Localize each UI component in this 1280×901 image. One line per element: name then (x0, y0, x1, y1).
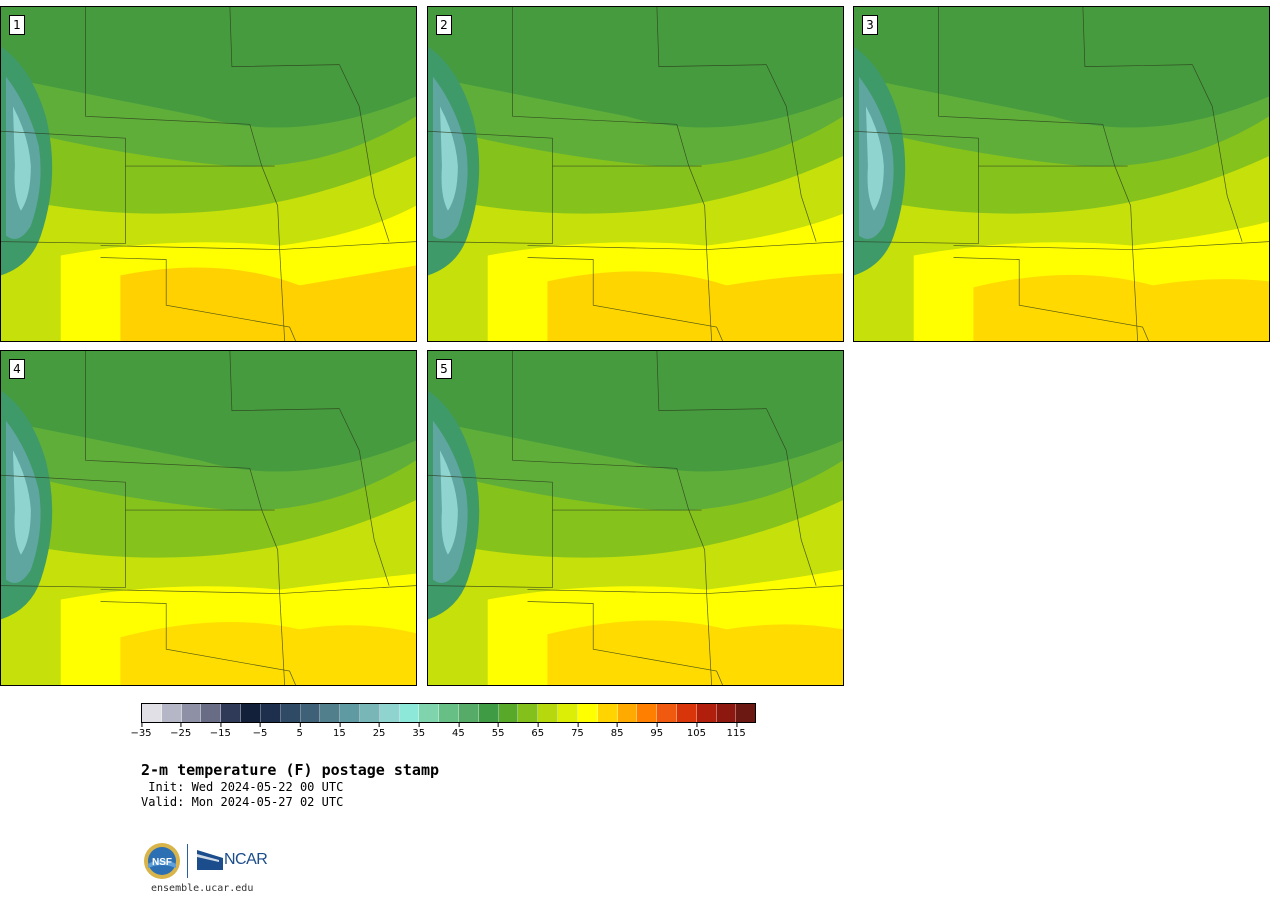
colorbar-swatch-8 (300, 704, 321, 722)
panel-label-2: 2 (436, 15, 452, 35)
colorbar-swatch-15 (439, 704, 459, 722)
colorbar-tick-11: 75 (571, 723, 584, 739)
temperature-map-4 (1, 351, 416, 685)
colorbar-tick-8: 45 (452, 723, 465, 739)
colorbar-swatch-7 (280, 704, 301, 722)
colorbar-ticks: −35 −25 −15 −5 5 15 25 35 45 55 65 75 85 95 105 115 (130, 723, 756, 743)
temperature-colorbar (141, 703, 756, 723)
colorbar-swatch-23 (597, 704, 618, 722)
panel-label-3: 3 (862, 15, 878, 35)
postage-stamp-panel-2: 2 (427, 6, 844, 342)
colorbar-swatch-1 (161, 704, 182, 722)
colorbar-swatch-26 (657, 704, 677, 722)
colorbar-swatch-28 (696, 704, 717, 722)
colorbar-swatch-4 (221, 704, 242, 722)
colorbar-tick-5: 15 (333, 723, 346, 739)
site-url: ensemble.ucar.edu (151, 883, 254, 894)
colorbar-swatch-10 (340, 704, 360, 722)
colorbar-swatch-16 (459, 704, 479, 722)
colorbar-swatch-27 (676, 704, 697, 722)
colorbar-swatch-24 (617, 704, 638, 722)
temperature-map-1 (1, 7, 416, 341)
panel-label-4: 4 (9, 359, 25, 379)
valid-time: Valid: Mon 2024-05-27 02 UTC (141, 795, 344, 809)
colorbar-swatch-22 (577, 704, 598, 722)
colorbar-swatch-6 (260, 704, 281, 722)
colorbar-tick-2: −15 (210, 723, 231, 739)
colorbar-tick-3: −5 (253, 723, 267, 739)
logo-divider (187, 844, 188, 878)
colorbar-swatch-19 (518, 704, 539, 722)
colorbar-tick-15: 115 (727, 723, 746, 739)
ncar-logo-icon (197, 850, 223, 870)
colorbar-swatch-18 (498, 704, 519, 722)
colorbar-tick-4: 5 (297, 723, 303, 739)
colorbar-swatch-29 (716, 704, 737, 722)
colorbar-swatch-21 (558, 704, 578, 722)
colorbar-swatch-20 (538, 704, 559, 722)
postage-stamp-panel-3: 3 (853, 6, 1270, 342)
postage-stamp-panel-4: 4 (0, 350, 417, 686)
colorbar-tick-9: 55 (492, 723, 504, 739)
colorbar-swatch-30 (736, 704, 756, 722)
init-time: Init: Wed 2024-05-22 00 UTC (141, 780, 344, 794)
colorbar-swatch-0 (142, 704, 162, 722)
colorbar-swatch-9 (320, 704, 341, 722)
temperature-map-3 (854, 7, 1269, 341)
colorbar-swatch-11 (359, 704, 380, 722)
colorbar-swatch-5 (241, 704, 261, 722)
ncar-logo-text: NCAR (224, 851, 268, 868)
colorbar-swatch-3 (201, 704, 222, 722)
temperature-map-2 (428, 7, 843, 341)
colorbar-tick-1: −25 (170, 723, 191, 739)
colorbar-swatch-17 (478, 704, 499, 722)
colorbar-swatch-14 (419, 704, 440, 722)
colorbar-swatch-2 (181, 704, 202, 722)
colorbar-tick-14: 105 (687, 723, 706, 739)
postage-stamp-panel-1: 1 (0, 6, 417, 342)
colorbar-tick-0: −35 (130, 723, 152, 739)
figure-title: 2-m temperature (F) postage stamp (141, 761, 440, 779)
colorbar-tick-7: 35 (412, 723, 425, 739)
colorbar-swatch-13 (399, 704, 420, 722)
colorbar-tick-13: 95 (650, 723, 663, 739)
panel-label-1: 1 (9, 15, 25, 35)
logos: NSF NCAR (143, 842, 283, 882)
colorbar-swatch-12 (379, 704, 400, 722)
postage-stamp-panel-5: 5 (427, 350, 844, 686)
colorbar-tick-6: 25 (373, 723, 385, 739)
colorbar-swatch-25 (637, 704, 658, 722)
colorbar-tick-10: 65 (531, 723, 544, 739)
nsf-logo-text: NSF (152, 857, 172, 868)
temperature-map-5 (428, 351, 843, 685)
panel-label-5: 5 (436, 359, 452, 379)
colorbar-tick-12: 85 (611, 723, 623, 739)
nsf-logo-icon: NSF (144, 843, 180, 879)
